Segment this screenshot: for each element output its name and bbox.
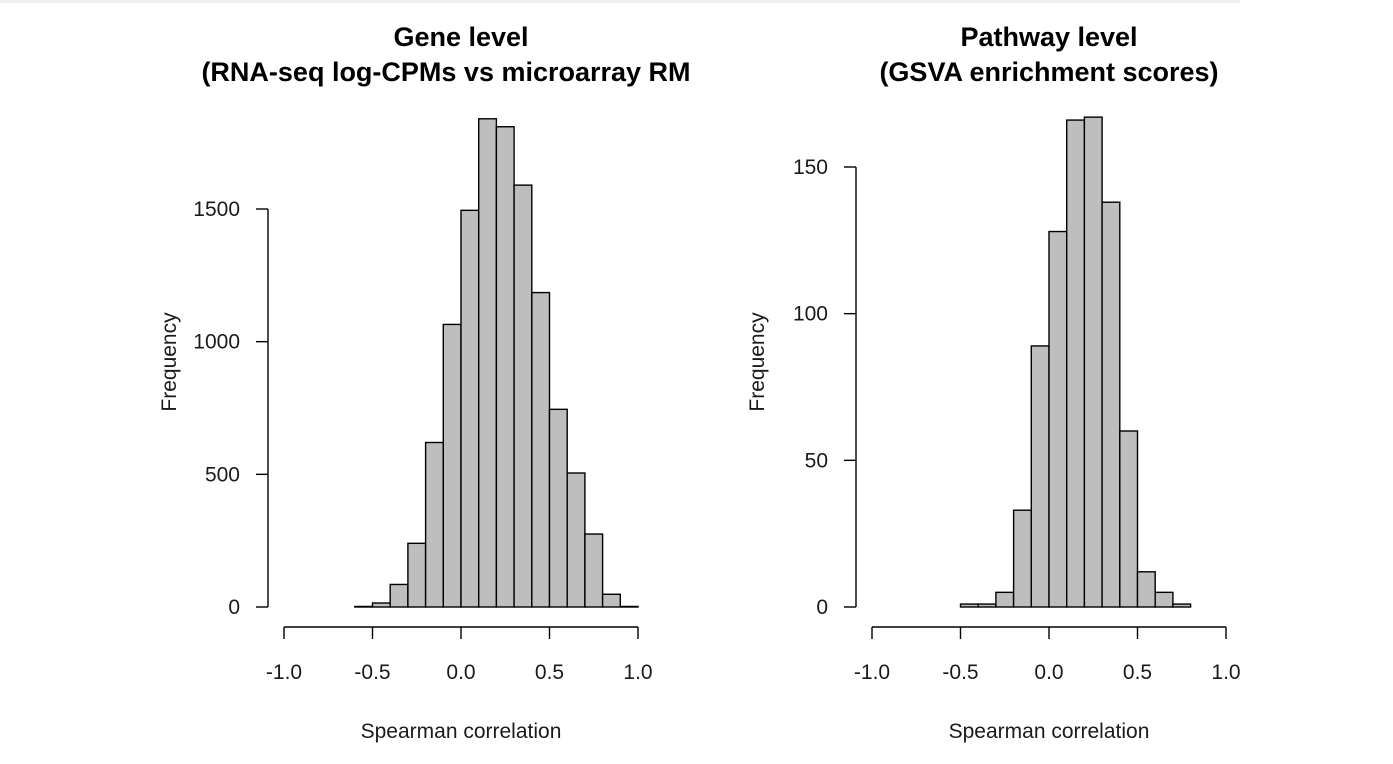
histogram-bar xyxy=(513,184,533,608)
x-axis-label: Spearman correlation xyxy=(361,720,562,743)
histogram-bar xyxy=(478,118,498,608)
y-tick-label: 150 xyxy=(793,156,828,179)
x-tick-label: 0.5 xyxy=(1123,661,1152,684)
histogram-bar xyxy=(995,591,1015,608)
histogram-bar xyxy=(354,605,374,608)
chart-title-line-2: (RNA-seq log-CPMs vs microarray RM xyxy=(201,57,690,87)
x-tick-label: -1.0 xyxy=(854,661,890,684)
histogram-bar xyxy=(1012,509,1032,608)
y-tick-label: 50 xyxy=(805,449,828,472)
histogram-bar xyxy=(407,542,427,608)
histogram-bar xyxy=(1119,430,1139,608)
y-tick-label: 1500 xyxy=(193,198,240,221)
x-tick-label: 0.0 xyxy=(1034,661,1063,684)
histogram-bar xyxy=(584,533,604,608)
y-axis-label: Frequency xyxy=(746,312,769,412)
y-tick-label: 0 xyxy=(816,596,828,619)
histogram-bar xyxy=(389,583,409,608)
y-tick-label: 1000 xyxy=(193,331,240,354)
y-axis-label: Frequency xyxy=(158,312,181,412)
chart-title-line-1: Pathway level xyxy=(960,22,1137,52)
histogram-bar xyxy=(977,603,997,608)
y-axis: 0 500 1000 1500 xyxy=(193,198,269,619)
histogram-bar xyxy=(460,209,480,608)
histogram-bar xyxy=(1048,230,1068,608)
x-tick-label: 1.0 xyxy=(1211,661,1240,684)
histogram-bar xyxy=(959,603,979,608)
x-tick-label: -0.5 xyxy=(942,661,978,684)
y-tick-label: 500 xyxy=(205,463,240,486)
x-axis: -1.0 -0.5 0.0 0.5 1.0 xyxy=(266,626,653,684)
top-strip xyxy=(0,0,1240,3)
histogram-bar xyxy=(1030,345,1050,608)
histogram-bar xyxy=(1172,603,1192,608)
histogram-bar xyxy=(1101,201,1121,608)
chart-title-line-2: (GSVA enrichment scores) xyxy=(879,57,1218,87)
bars xyxy=(354,118,639,608)
y-axis: 0 50 100 150 xyxy=(793,156,857,619)
y-tick-label: 0 xyxy=(228,596,240,619)
x-tick-label: -0.5 xyxy=(354,661,390,684)
histogram-bar xyxy=(531,291,551,608)
histogram-bar xyxy=(601,593,621,608)
histogram-bar xyxy=(1083,116,1103,608)
bars xyxy=(959,116,1192,608)
y-tick-label: 100 xyxy=(793,303,828,326)
histogram-bar xyxy=(548,408,568,608)
pathway-level-panel: Pathway level (GSVA enrichment scores) S… xyxy=(746,22,1241,743)
histogram-bar xyxy=(619,605,639,608)
histogram-bar xyxy=(1136,571,1156,608)
histogram-bar xyxy=(371,602,391,608)
histogram-bar xyxy=(1154,591,1174,608)
chart-title-line-1: Gene level xyxy=(393,22,528,52)
x-tick-label: -1.0 xyxy=(266,661,302,684)
x-tick-label: 0.5 xyxy=(535,661,564,684)
gene-level-panel: Gene level (RNA-seq log-CPMs vs microarr… xyxy=(158,22,691,743)
x-axis-label: Spearman correlation xyxy=(949,720,1150,743)
x-tick-label: 0.0 xyxy=(446,661,475,684)
histogram-bar xyxy=(1065,119,1086,608)
histogram-bar xyxy=(495,126,515,608)
x-tick-label: 1.0 xyxy=(623,661,652,684)
histogram-bar xyxy=(442,323,462,608)
x-axis: -1.0 -0.5 0.0 0.5 1.0 xyxy=(854,626,1241,684)
histogram-bar xyxy=(566,472,586,608)
histogram-bar xyxy=(424,441,445,608)
